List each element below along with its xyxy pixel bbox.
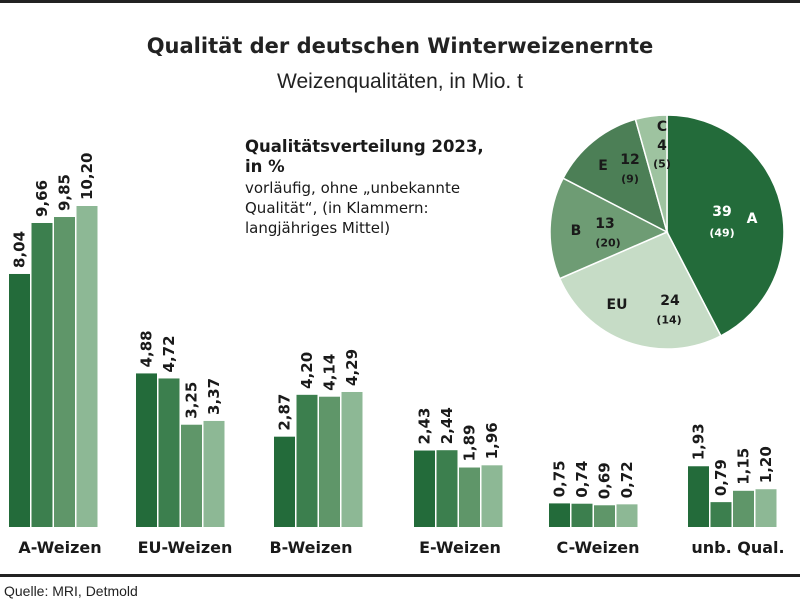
bar-value-label: 4,72: [160, 335, 178, 372]
bar-value-label: 2,44: [438, 407, 456, 444]
pie-slice-b: [549, 177, 669, 280]
bar-4-0: [549, 503, 570, 527]
bar-0-2: [54, 217, 75, 527]
category-label: EU-Weizen: [138, 538, 233, 557]
bar-4-2: [594, 505, 615, 527]
inset-legend: Qualitätsverteilung 2023, in % vorläufig…: [245, 137, 545, 238]
inset-title-line1: Qualitätsverteilung 2023,: [245, 137, 484, 156]
bar-value-label: 0,72: [618, 461, 636, 498]
bar-0-0: [9, 273, 30, 527]
bar-2-1: [296, 394, 318, 527]
bar-0-3: [76, 206, 98, 527]
bar-value-label: 8,04: [11, 231, 29, 268]
category-label: A-Weizen: [18, 538, 101, 557]
bar-1-2: [181, 424, 202, 527]
inset-note-line1: vorläufig, ohne „unbekannte: [245, 179, 461, 197]
bar-value-label: 3,37: [205, 378, 223, 415]
category-label: C-Weizen: [557, 538, 640, 557]
bar-value-label: 1,89: [461, 425, 479, 462]
bar-3-1: [436, 450, 458, 527]
category-label: E-Weizen: [419, 538, 501, 557]
bar-3-0: [414, 450, 435, 527]
bar-4-1: [571, 503, 593, 527]
pie-label-category: EU: [607, 297, 628, 313]
bar-value-label: 0,69: [596, 462, 614, 499]
bar-4-3: [616, 504, 638, 527]
inset-note-line3: langjähriges Mittel): [245, 219, 391, 237]
inset-title-line2: in %: [245, 157, 285, 176]
pie-label-value: 13: [595, 216, 614, 232]
bar-value-label: 4,88: [138, 330, 156, 367]
pie-label-average: (9): [621, 173, 639, 186]
bar-value-label: 0,79: [712, 459, 730, 496]
pie-label-value: 39: [712, 204, 731, 220]
top-rule: [0, 0, 800, 3]
pie-label-average: (14): [656, 314, 681, 327]
bar-3-3: [481, 465, 503, 527]
chart-subtitle: Weizenqualitäten, in Mio. t: [277, 70, 523, 93]
bar-3-2: [459, 467, 480, 527]
bar-value-label: 4,14: [321, 354, 339, 391]
chart-canvas: 8,049,66 9,85 10,20 A-Weizen 4,88 4,72 3,25 3,3…: [9, 114, 785, 557]
bar-2-0: [274, 436, 295, 527]
bar-value-label: 1,20: [757, 446, 775, 483]
bar-value-label: 3,25: [183, 382, 201, 419]
bar-1-3: [203, 420, 225, 527]
bar-5-1: [710, 502, 732, 527]
bar-value-label: 0,75: [551, 460, 569, 497]
bar-2-2: [319, 396, 340, 527]
pie-label-value: 4: [657, 138, 667, 154]
category-label: B-Weizen: [269, 538, 352, 557]
pie-slice-c: [634, 114, 668, 233]
bar-value-label: 2,43: [416, 408, 434, 445]
pie-label-average: (49): [709, 227, 734, 240]
pie-label-value: 24: [660, 293, 680, 309]
pie-label-category: E: [598, 158, 608, 174]
bar-value-label: 4,29: [343, 349, 361, 386]
bar-value-label: 10,20: [78, 153, 96, 200]
bar-value-label: 4,20: [298, 352, 316, 389]
bar-value-label: 9,85: [56, 174, 74, 211]
source-note: Quelle: MRI, Detmold: [4, 583, 138, 599]
bar-5-0: [688, 466, 709, 527]
inset-note: vorläufig, ohne „unbekannte Qualität“, (…: [245, 178, 545, 238]
bar-5-2: [733, 490, 754, 527]
pie-label-average: (20): [595, 237, 620, 250]
inset-note-line2: Qualität“, (in Klammern:: [245, 199, 429, 217]
bar-2-3: [341, 391, 363, 527]
bar-0-1: [31, 222, 53, 527]
pie-label-category: B: [571, 223, 582, 239]
pie-label-average: (5): [653, 158, 671, 171]
bar-value-label: 0,74: [573, 461, 591, 498]
bar-1-0: [136, 373, 157, 527]
bar-value-label: 2,87: [276, 394, 294, 431]
bar-5-3: [755, 489, 777, 527]
pie-label-category: C: [657, 119, 667, 135]
bottom-rule: [0, 574, 800, 577]
pie-slice-e: [562, 118, 669, 234]
bar-value-label: 1,15: [735, 448, 753, 485]
chart-title: Qualität der deutschen Winterweizenernte: [146, 34, 654, 58]
bar-1-1: [158, 378, 180, 527]
bar-value-label: 9,66: [33, 180, 51, 217]
pie-label-category: A: [747, 211, 758, 227]
pie-slice-a: [666, 114, 785, 337]
pie-label-value: 12: [620, 152, 639, 168]
bar-value-label: 1,93: [690, 423, 708, 460]
bar-value-label: 1,96: [483, 422, 501, 459]
category-label: unb. Qual.: [691, 538, 784, 557]
inset-title: Qualitätsverteilung 2023, in %: [245, 137, 545, 177]
